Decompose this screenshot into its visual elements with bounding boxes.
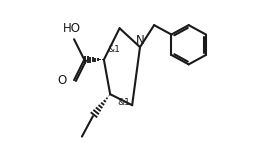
Text: &1: &1 (117, 98, 130, 107)
Text: &1: &1 (108, 45, 121, 54)
Text: HO: HO (63, 22, 81, 35)
Text: N: N (136, 34, 144, 46)
Text: O: O (58, 74, 67, 87)
